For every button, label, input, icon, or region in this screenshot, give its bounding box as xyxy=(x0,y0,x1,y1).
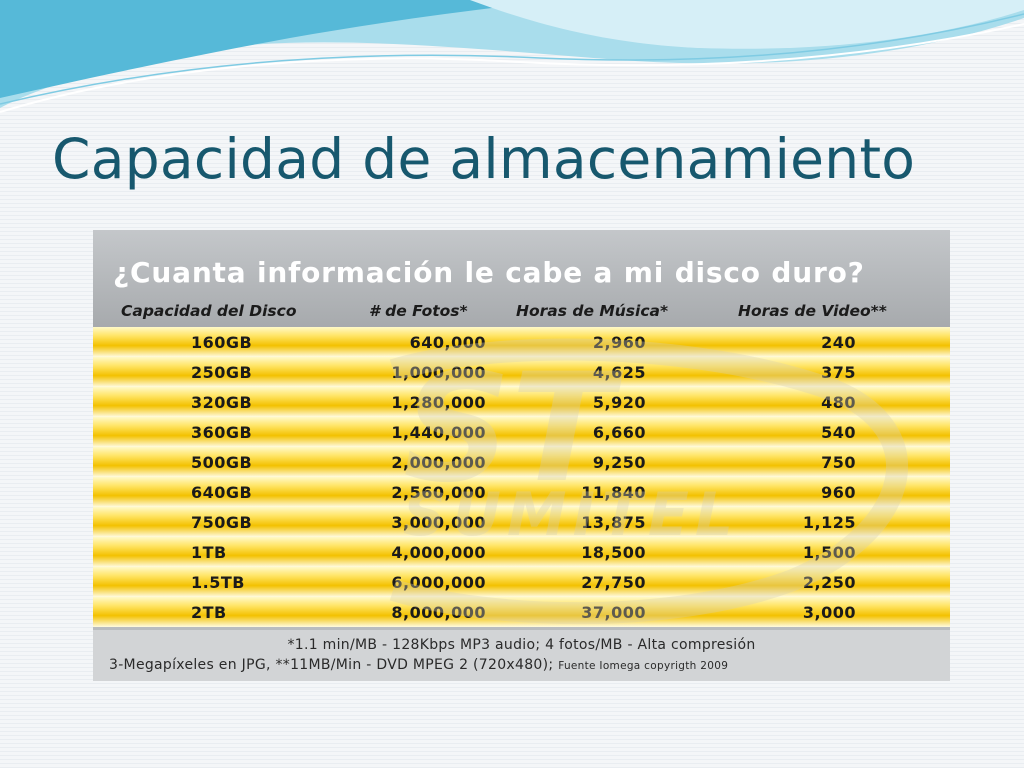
photos-cell: 2,560,000 xyxy=(391,483,486,502)
footnote-line-2-text: 3-Megapíxeles en JPG, **11MB/Min - DVD M… xyxy=(109,657,554,673)
photos-cell: 6,000,000 xyxy=(391,573,486,592)
capacity-cell: 360GB xyxy=(191,423,253,442)
table-row: 160GB 640,000 2,960 240 xyxy=(93,327,950,357)
table-row: 360GB 1,440,000 6,660 540 xyxy=(93,417,950,447)
video-hours-cell: 540 xyxy=(821,423,856,442)
video-hours-cell: 3,000 xyxy=(802,603,856,622)
capacity-table: 160GB 640,000 2,960 240 250GB 1,000,000 4,625… xyxy=(93,327,950,627)
music-hours-cell: 18,500 xyxy=(581,543,646,562)
photos-cell: 1,000,000 xyxy=(391,363,486,382)
table-row: 250GB 1,000,000 4,625 375 xyxy=(93,357,950,387)
column-header-capacity: Capacidad del Disco xyxy=(121,302,297,320)
capacity-cell: 750GB xyxy=(191,513,253,532)
column-header-video-hours: Horas de Video** xyxy=(738,302,887,320)
column-headers: Capacidad del Disco # de Fotos* Horas de… xyxy=(93,302,950,326)
header-wave-decoration xyxy=(0,0,1024,113)
music-hours-cell: 2,960 xyxy=(592,333,646,352)
capacity-cell: 320GB xyxy=(191,393,253,412)
music-hours-cell: 27,750 xyxy=(581,573,646,592)
storage-capacity-infographic: ¿Cuanta información le cabe a mi disco d… xyxy=(93,230,950,681)
photos-cell: 8,000,000 xyxy=(391,603,486,622)
video-hours-cell: 375 xyxy=(821,363,856,382)
table-row: 320GB 1,280,000 5,920 480 xyxy=(93,387,950,417)
photos-cell: 3,000,000 xyxy=(391,513,486,532)
infographic-heading: ¿Cuanta información le cabe a mi disco d… xyxy=(113,256,865,289)
table-row: 750GB 3,000,000 13,875 1,125 xyxy=(93,507,950,537)
column-header-photos: # de Fotos* xyxy=(369,302,468,320)
music-hours-cell: 13,875 xyxy=(581,513,646,532)
table-row: 1.5TB 6,000,000 27,750 2,250 xyxy=(93,567,950,597)
footnote-source: Fuente Iomega copyrigth 2009 xyxy=(558,660,729,672)
music-hours-cell: 11,840 xyxy=(581,483,646,502)
capacity-cell: 160GB xyxy=(191,333,253,352)
infographic-header: ¿Cuanta información le cabe a mi disco d… xyxy=(93,230,950,327)
capacity-cell: 1.5TB xyxy=(191,573,245,592)
video-hours-cell: 2,250 xyxy=(802,573,856,592)
photos-cell: 2,000,000 xyxy=(391,453,486,472)
video-hours-cell: 750 xyxy=(821,453,856,472)
table-row: 2TB 8,000,000 37,000 3,000 xyxy=(93,597,950,627)
infographic-footnote: *1.1 min/MB - 128Kbps MP3 audio; 4 fotos… xyxy=(93,630,950,681)
photos-cell: 4,000,000 xyxy=(391,543,486,562)
column-header-music-hours: Horas de Música* xyxy=(516,302,669,320)
photos-cell: 1,280,000 xyxy=(391,393,486,412)
video-hours-cell: 960 xyxy=(821,483,856,502)
capacity-cell: 1TB xyxy=(191,543,227,562)
video-hours-cell: 1,500 xyxy=(802,543,856,562)
photos-cell: 640,000 xyxy=(409,333,486,352)
capacity-cell: 640GB xyxy=(191,483,253,502)
footnote-line-2: 3-Megapíxeles en JPG, **11MB/Min - DVD M… xyxy=(109,657,728,673)
video-hours-cell: 240 xyxy=(821,333,856,352)
capacity-cell: 250GB xyxy=(191,363,253,382)
capacity-cell: 500GB xyxy=(191,453,253,472)
video-hours-cell: 480 xyxy=(821,393,856,412)
music-hours-cell: 6,660 xyxy=(592,423,646,442)
photos-cell: 1,440,000 xyxy=(391,423,486,442)
footnote-line-1: *1.1 min/MB - 128Kbps MP3 audio; 4 fotos… xyxy=(287,637,756,653)
table-row: 500GB 2,000,000 9,250 750 xyxy=(93,447,950,477)
capacity-cell: 2TB xyxy=(191,603,227,622)
music-hours-cell: 5,920 xyxy=(592,393,646,412)
video-hours-cell: 1,125 xyxy=(802,513,856,532)
table-row: 1TB 4,000,000 18,500 1,500 xyxy=(93,537,950,567)
table-row: 640GB 2,560,000 11,840 960 xyxy=(93,477,950,507)
music-hours-cell: 4,625 xyxy=(592,363,646,382)
music-hours-cell: 37,000 xyxy=(581,603,646,622)
slide-title: Capacidad de almacenamiento xyxy=(52,127,916,191)
music-hours-cell: 9,250 xyxy=(592,453,646,472)
